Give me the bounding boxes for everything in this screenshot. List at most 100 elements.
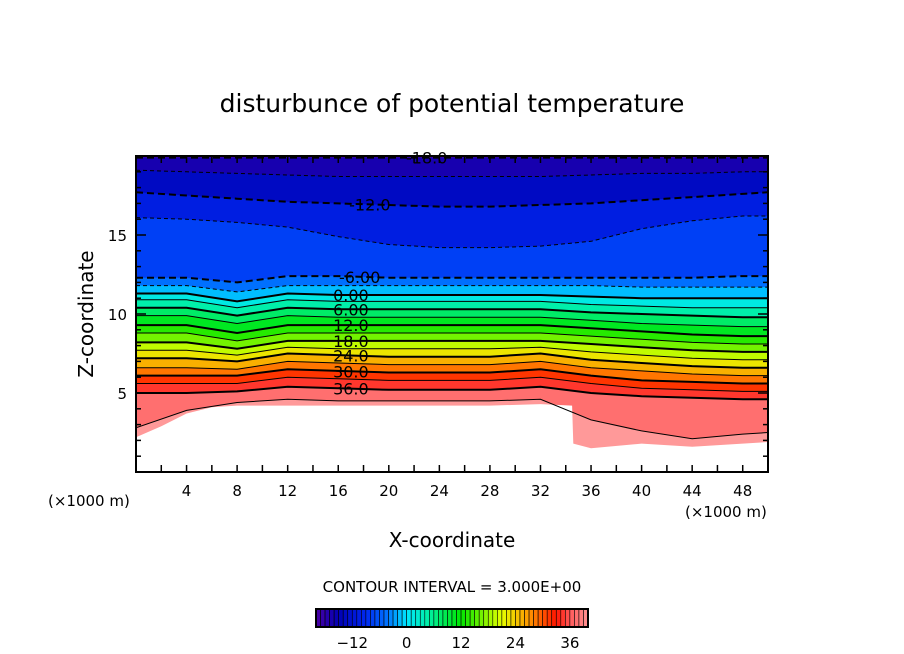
colorbar-swatch [415, 608, 421, 628]
contour-label: 24.0 [333, 346, 369, 365]
contour-line--9 [136, 215, 768, 249]
colorbar-swatch [524, 608, 530, 628]
contour-label: 36.0 [333, 380, 369, 399]
contour-label: 0.00 [333, 286, 369, 305]
colorbar-labels: −12 0 12 24 36 [336, 634, 579, 652]
contour-line-9 [136, 315, 768, 328]
x-tick-label: 12 [278, 482, 297, 500]
colorbar-swatch [356, 608, 362, 628]
contour-interval-text: CONTOUR INTERVAL = 3.000E+00 [323, 578, 582, 596]
colorbar-swatch [560, 608, 566, 628]
contour-line-15 [136, 332, 768, 345]
contour-label: 12.0 [333, 316, 369, 335]
x-tick-label: 32 [531, 482, 550, 500]
contour-line-24 [136, 352, 768, 369]
x-unit-right: (×1000 m) [685, 503, 767, 521]
x-tick-labels: 4 8 12 16 20 24 28 32 36 40 44 48 [182, 482, 752, 500]
contour-line-3 [136, 299, 768, 309]
colorbar-swatch [429, 608, 435, 628]
contour-line--15 [136, 169, 768, 177]
colorbar [315, 608, 589, 628]
contour-label: -6.00 [339, 268, 380, 287]
colorbar-swatch [546, 608, 553, 628]
colorbar-frame [315, 608, 589, 628]
colorbar-swatch [424, 608, 430, 628]
contour-label: 30.0 [333, 362, 369, 381]
colorbar-swatch [519, 608, 525, 628]
colorbar-swatch [433, 608, 439, 628]
colorbar-swatch [492, 608, 498, 628]
colorbar-swatch [533, 608, 539, 628]
x-tick-label: 48 [733, 482, 752, 500]
x-unit-left: (×1000 m) [48, 492, 130, 510]
colorbar-swatch [456, 608, 462, 628]
y-tick-label: 5 [117, 385, 127, 403]
colorbar-swatch [351, 608, 358, 628]
colorbar-swatch [551, 608, 557, 628]
contour-line-39 [136, 398, 768, 440]
colorbar-swatch [555, 608, 562, 628]
colorbar-swatch [510, 608, 516, 628]
colorbar-swatch [419, 608, 426, 628]
colorbar-tick-label: 36 [560, 634, 579, 652]
colorbar-swatch [370, 608, 376, 628]
colorbar-swatch [565, 608, 571, 628]
x-tick-label: 40 [632, 482, 651, 500]
colorbar-swatch [537, 608, 543, 628]
colorbar-swatch [528, 608, 534, 628]
y-axis-label: Z-coordinate [74, 250, 98, 377]
colorbar-swatch [383, 608, 389, 628]
x-tick-label: 24 [430, 482, 449, 500]
colorbar-swatch [578, 608, 584, 628]
y-tick-label: 15 [108, 227, 127, 245]
contour-lines [136, 156, 768, 440]
colorbar-swatch [478, 608, 485, 628]
colorbar-swatch [497, 608, 503, 628]
colorbar-swatch [542, 608, 548, 628]
x-tick-label: 28 [480, 482, 499, 500]
contour-line-30 [136, 368, 768, 385]
colorbar-swatch [501, 608, 507, 628]
colorbar-swatch [379, 608, 385, 628]
contour-line-18 [136, 339, 768, 353]
colorbar-swatch [483, 608, 489, 628]
x-tick-label: 44 [683, 482, 702, 500]
x-tick-label: 16 [329, 482, 348, 500]
contour-label: 6.00 [333, 300, 369, 319]
colorbar-swatch [469, 608, 475, 628]
contour-line-0 [136, 292, 768, 303]
x-axis-label: X-coordinate [389, 528, 516, 552]
colorbar-swatch [329, 608, 335, 628]
colorbar-swatch [342, 608, 349, 628]
contour-line-12 [136, 324, 768, 338]
contour-label: -12.0 [349, 195, 390, 214]
colorbar-tick-label: 12 [452, 634, 471, 652]
colorbar-swatch [324, 608, 330, 628]
colorbar-swatch [515, 608, 521, 628]
colorbar-swatch [401, 608, 407, 628]
colorbar-swatch [442, 608, 448, 628]
colorbar-swatch [460, 608, 466, 628]
colorbar-swatch [447, 608, 453, 628]
contour-label: 18.0 [333, 332, 369, 351]
contour-line--3 [136, 285, 768, 293]
contour-line-6 [136, 306, 768, 319]
contour-labels: -18.0 -12.0 -6.000.006.0012.018.024.030.03… [333, 149, 447, 399]
x-tick-label: 20 [379, 482, 398, 500]
colorbar-swatch [506, 608, 512, 628]
terrain-mask [136, 404, 768, 472]
colorbar-swatch [569, 608, 575, 628]
contour-line-21 [136, 346, 768, 361]
contour-label: -18.0 [406, 149, 447, 168]
axis-ticks [136, 156, 768, 472]
colorbar-swatch [474, 608, 480, 628]
contour-line-33 [136, 376, 768, 392]
colorbar-swatch [374, 608, 380, 628]
y-tick-labels: 5 10 15 [108, 227, 127, 403]
colorbar-swatch [365, 608, 371, 628]
colorbar-swatch [397, 608, 403, 628]
colorbar-swatch [388, 608, 394, 628]
colorbar-tick-label: 24 [506, 634, 525, 652]
colorbar-tick-label: 0 [402, 634, 412, 652]
